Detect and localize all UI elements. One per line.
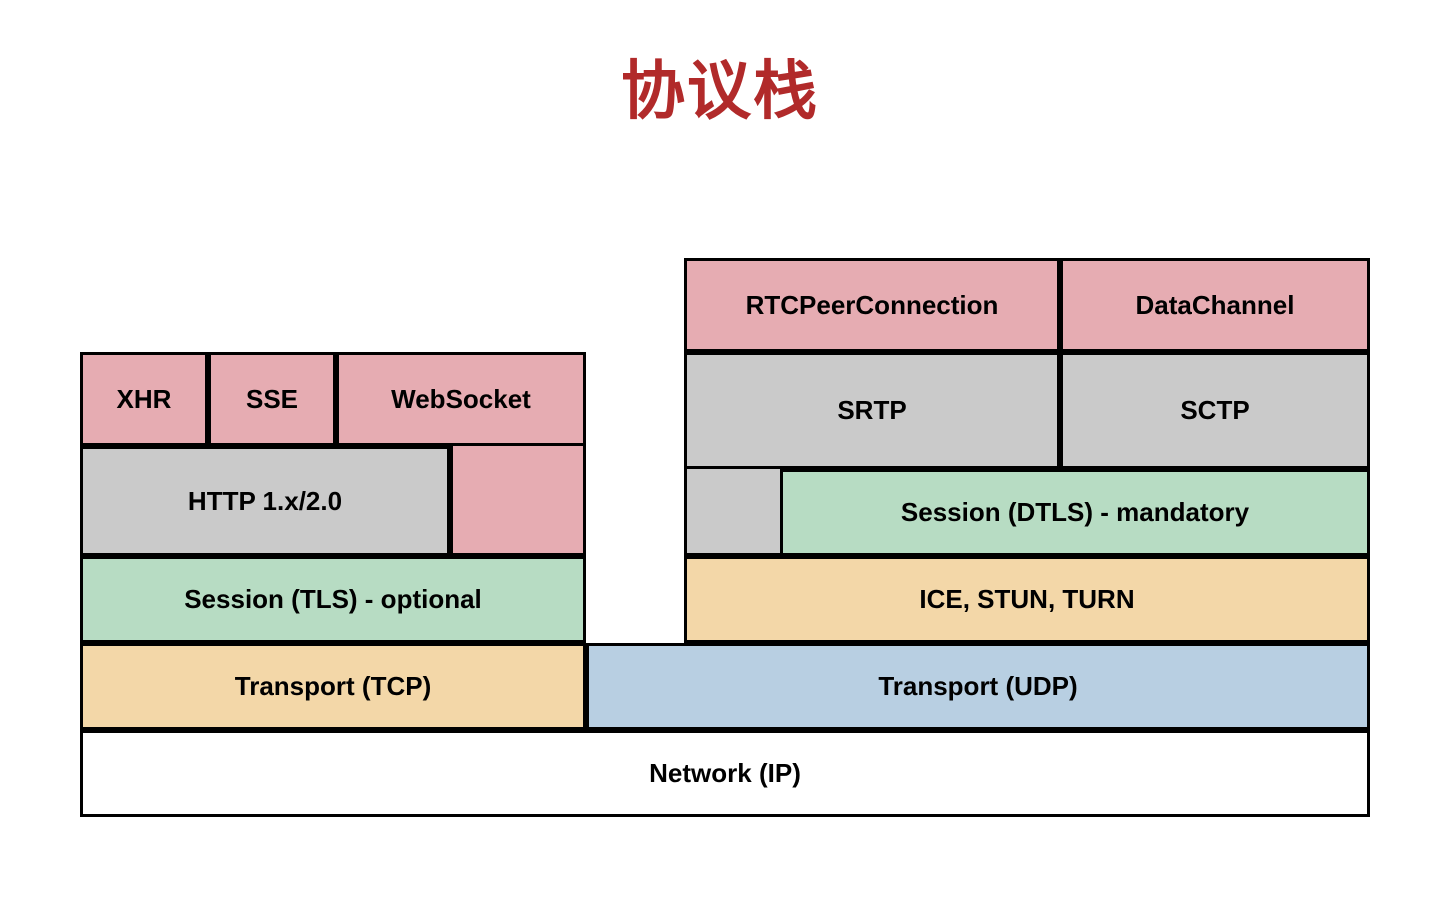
network-ip: Network (IP)	[80, 730, 1370, 817]
protocol-stack-diagram: Network (IP)Transport (TCP)Transport (UD…	[80, 222, 1370, 822]
websocket: WebSocket	[336, 352, 586, 446]
sse: SSE	[208, 352, 336, 446]
websocket-lower-filler	[450, 446, 586, 556]
rtc-peer-connection: RTCPeerConnection	[684, 258, 1060, 352]
session-dtls: Session (DTLS) - mandatory	[780, 469, 1370, 556]
transport-udp: Transport (UDP)	[586, 643, 1370, 730]
session-tls: Session (TLS) - optional	[80, 556, 586, 643]
ice-stun-turn: ICE, STUN, TURN	[684, 556, 1370, 643]
page-title: 协议栈	[0, 0, 1440, 132]
transport-tcp: Transport (TCP)	[80, 643, 586, 730]
srtp: SRTP	[684, 352, 1060, 469]
http-box: HTTP 1.x/2.0	[80, 446, 450, 556]
sctp: SCTP	[1060, 352, 1370, 469]
xhr: XHR	[80, 352, 208, 446]
data-channel: DataChannel	[1060, 258, 1370, 352]
